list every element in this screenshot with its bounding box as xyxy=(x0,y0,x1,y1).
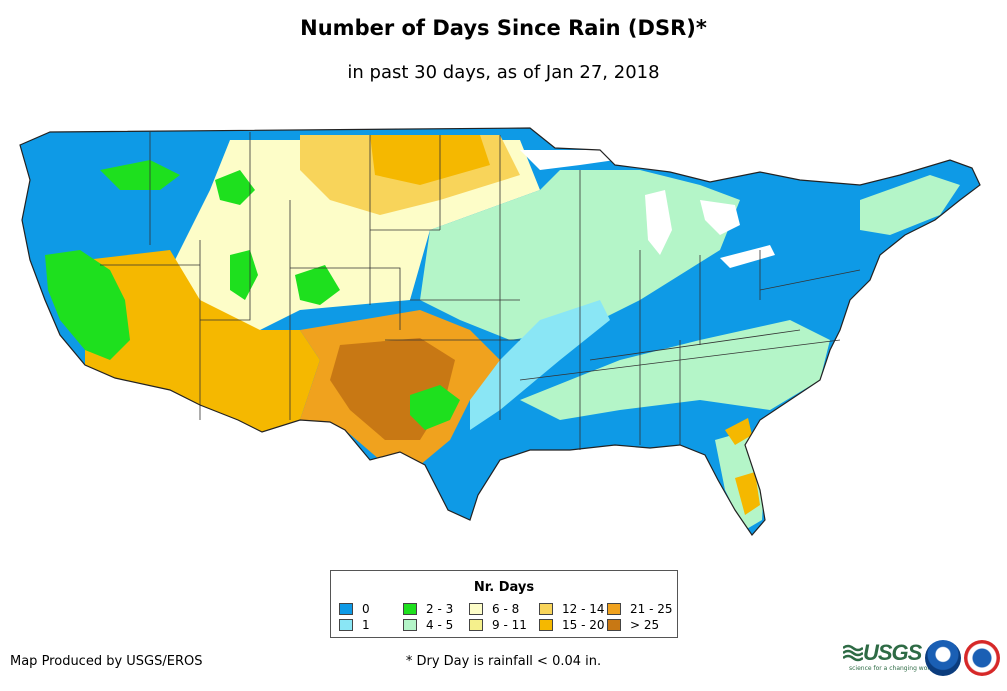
credit-text: Map Produced by USGS/EROS xyxy=(10,654,203,669)
legend-item-12-14: 12 - 14 xyxy=(539,602,605,616)
legend-swatch xyxy=(539,619,553,631)
region-2-3-days-northwest xyxy=(100,160,180,190)
legend-item-21-25: 21 - 25 xyxy=(607,602,673,616)
footnote-text: * Dry Day is rainfall < 0.04 in. xyxy=(405,654,602,669)
region-2-3-days-texas xyxy=(410,385,460,430)
legend-item-6-8: 6 - 8 xyxy=(469,602,519,616)
legend-label: 1 xyxy=(362,618,370,632)
region-1-day xyxy=(470,300,610,430)
legend-swatch xyxy=(339,603,353,615)
legend-box: Nr. Days 0 1 2 - 3 4 - 5 6 - 8 9 - 11 12… xyxy=(330,570,678,638)
legend-title: Nr. Days xyxy=(473,580,535,595)
map-subtitle: in past 30 days, as of Jan 27, 2018 xyxy=(347,62,660,83)
region-2-3-days-colorado xyxy=(295,265,340,305)
legend-label: 4 - 5 xyxy=(426,618,454,632)
legend-label: 9 - 11 xyxy=(492,618,527,632)
legend-swatch xyxy=(607,619,621,631)
region-2-3-days-utah xyxy=(230,250,258,300)
legend-swatch xyxy=(539,603,553,615)
region-2-3-days-idaho xyxy=(215,170,255,205)
legend-item-15-20: 15 - 20 xyxy=(539,618,605,632)
lake-huron xyxy=(700,200,740,235)
usgs-wordmark: USGS xyxy=(863,640,922,665)
nws-logo-icon xyxy=(964,640,1000,676)
legend-swatch xyxy=(339,619,353,631)
usgs-wave-icon xyxy=(843,644,863,662)
us-dsr-map xyxy=(19,127,981,536)
legend-label: > 25 xyxy=(630,618,660,632)
legend-label: 6 - 8 xyxy=(492,602,520,616)
legend-swatch xyxy=(469,619,483,631)
legend-item-0: 0 xyxy=(339,602,370,616)
legend-label: 21 - 25 xyxy=(630,602,673,616)
usgs-logo-icon: USGS science for a changing world xyxy=(843,640,935,672)
legend-item-over-25: > 25 xyxy=(607,618,659,632)
legend-label: 0 xyxy=(362,602,370,616)
legend-swatch xyxy=(403,603,417,615)
usgs-tagline: science for a changing world xyxy=(849,665,936,672)
legend-swatch xyxy=(403,619,417,631)
region-15-20-days-carolina xyxy=(725,418,752,445)
state-borders xyxy=(100,132,861,450)
region-15-20-days-southwest xyxy=(85,250,320,432)
region-15-20-days-florida xyxy=(735,472,760,515)
legend-label: 2 - 3 xyxy=(426,602,454,616)
map-title: Number of Days Since Rain (DSR)* xyxy=(300,16,707,40)
legend-label: 15 - 20 xyxy=(562,618,605,632)
noaa-logo-icon xyxy=(925,640,961,676)
legend-swatch xyxy=(607,603,621,615)
lake-michigan xyxy=(645,190,672,255)
legend-label: 12 - 14 xyxy=(562,602,605,616)
region-4-5-days-southeast-band xyxy=(520,320,830,420)
region-15-20-days-north xyxy=(370,135,490,185)
legend-swatch xyxy=(469,603,483,615)
lake-superior xyxy=(520,150,615,170)
region-2-3-days-california xyxy=(45,250,130,360)
legend-item-2-3: 2 - 3 xyxy=(403,602,453,616)
legend-item-9-11: 9 - 11 xyxy=(469,618,527,632)
legend-item-1: 1 xyxy=(339,618,370,632)
legend-item-4-5: 4 - 5 xyxy=(403,618,453,632)
lake-erie xyxy=(720,245,775,268)
region-4-5-days-new-england xyxy=(860,175,960,235)
